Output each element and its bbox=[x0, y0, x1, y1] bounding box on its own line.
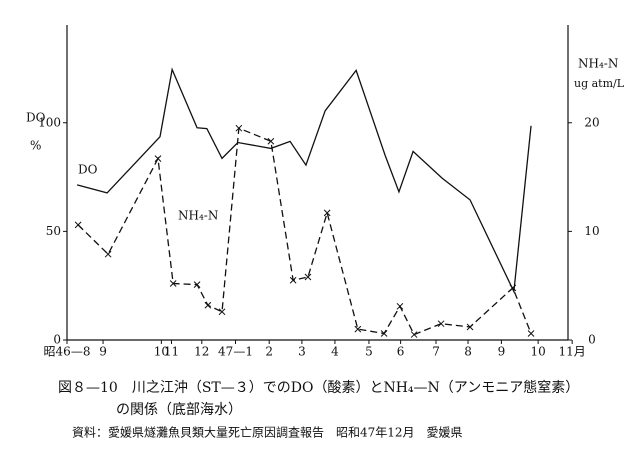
x-tick-label: 11 bbox=[164, 345, 179, 359]
x-tick-label: 9 bbox=[99, 345, 107, 359]
x-tick-label: 昭46—8 bbox=[44, 345, 91, 359]
point-marker bbox=[304, 273, 312, 281]
y-tick-label: 0 bbox=[53, 333, 61, 347]
y2-tick-label: 10 bbox=[584, 224, 599, 238]
point-marker bbox=[323, 209, 331, 217]
x-tick-label: 10 bbox=[530, 345, 545, 359]
series-line bbox=[77, 127, 532, 336]
x-tick-label: 12 bbox=[194, 345, 209, 359]
point-marker bbox=[354, 325, 362, 333]
point-marker bbox=[410, 331, 418, 338]
x-tick-label: 9 bbox=[498, 345, 506, 359]
x-tick-label: 7 bbox=[432, 345, 440, 359]
point-marker bbox=[527, 330, 535, 337]
chart-title: 図８—10 川之江沖（ST—３）でのDO（酸素）とNH₄—N（アンモニア態窒素） bbox=[58, 379, 579, 396]
point-marker bbox=[193, 281, 201, 288]
x-tick-label: 47—1 bbox=[218, 345, 253, 359]
x-tick-label: 2 bbox=[265, 345, 273, 359]
x-tick-label: 4 bbox=[331, 345, 339, 359]
y2-axis-label: NH₄-N bbox=[578, 57, 618, 71]
point-marker bbox=[380, 330, 388, 337]
y2-axis-unit: ug atm/L bbox=[574, 77, 625, 90]
series-label: DO bbox=[78, 163, 98, 177]
point-marker bbox=[74, 221, 82, 229]
series-line bbox=[76, 67, 532, 294]
x-tick-label: 3 bbox=[298, 345, 306, 359]
x-tick-label: 8 bbox=[464, 345, 472, 359]
source-note: 資料：愛媛県燧灘魚貝類大量死亡原因調査報告 昭和47年12月 愛媛県 bbox=[72, 426, 463, 440]
series-label: NH₄-N bbox=[178, 209, 218, 223]
y-axis-label: DO bbox=[26, 111, 46, 125]
point-marker bbox=[437, 320, 445, 328]
point-marker bbox=[154, 155, 162, 162]
x-tick-label: 10 bbox=[154, 345, 169, 359]
x-tick-label: 6 bbox=[397, 345, 405, 359]
chart-subtitle: の関係（底部海水） bbox=[116, 402, 242, 418]
point-marker bbox=[396, 302, 404, 310]
point-marker bbox=[235, 124, 243, 132]
y-tick-label: 50 bbox=[46, 224, 61, 238]
point-marker bbox=[218, 308, 226, 316]
point-marker bbox=[204, 301, 212, 309]
point-marker bbox=[289, 276, 297, 284]
point-marker bbox=[104, 250, 112, 258]
point-marker bbox=[169, 280, 177, 287]
point-marker bbox=[509, 284, 517, 292]
y2-tick-label: 0 bbox=[588, 333, 596, 347]
y-tick-label: 100 bbox=[38, 115, 61, 129]
point-marker bbox=[466, 323, 474, 331]
x-tick-label: 11月 bbox=[559, 345, 586, 359]
point-marker bbox=[267, 137, 275, 145]
x-tick-label: 5 bbox=[365, 345, 373, 359]
y2-tick-label: 20 bbox=[584, 115, 599, 129]
y-axis-unit: % bbox=[30, 139, 41, 153]
